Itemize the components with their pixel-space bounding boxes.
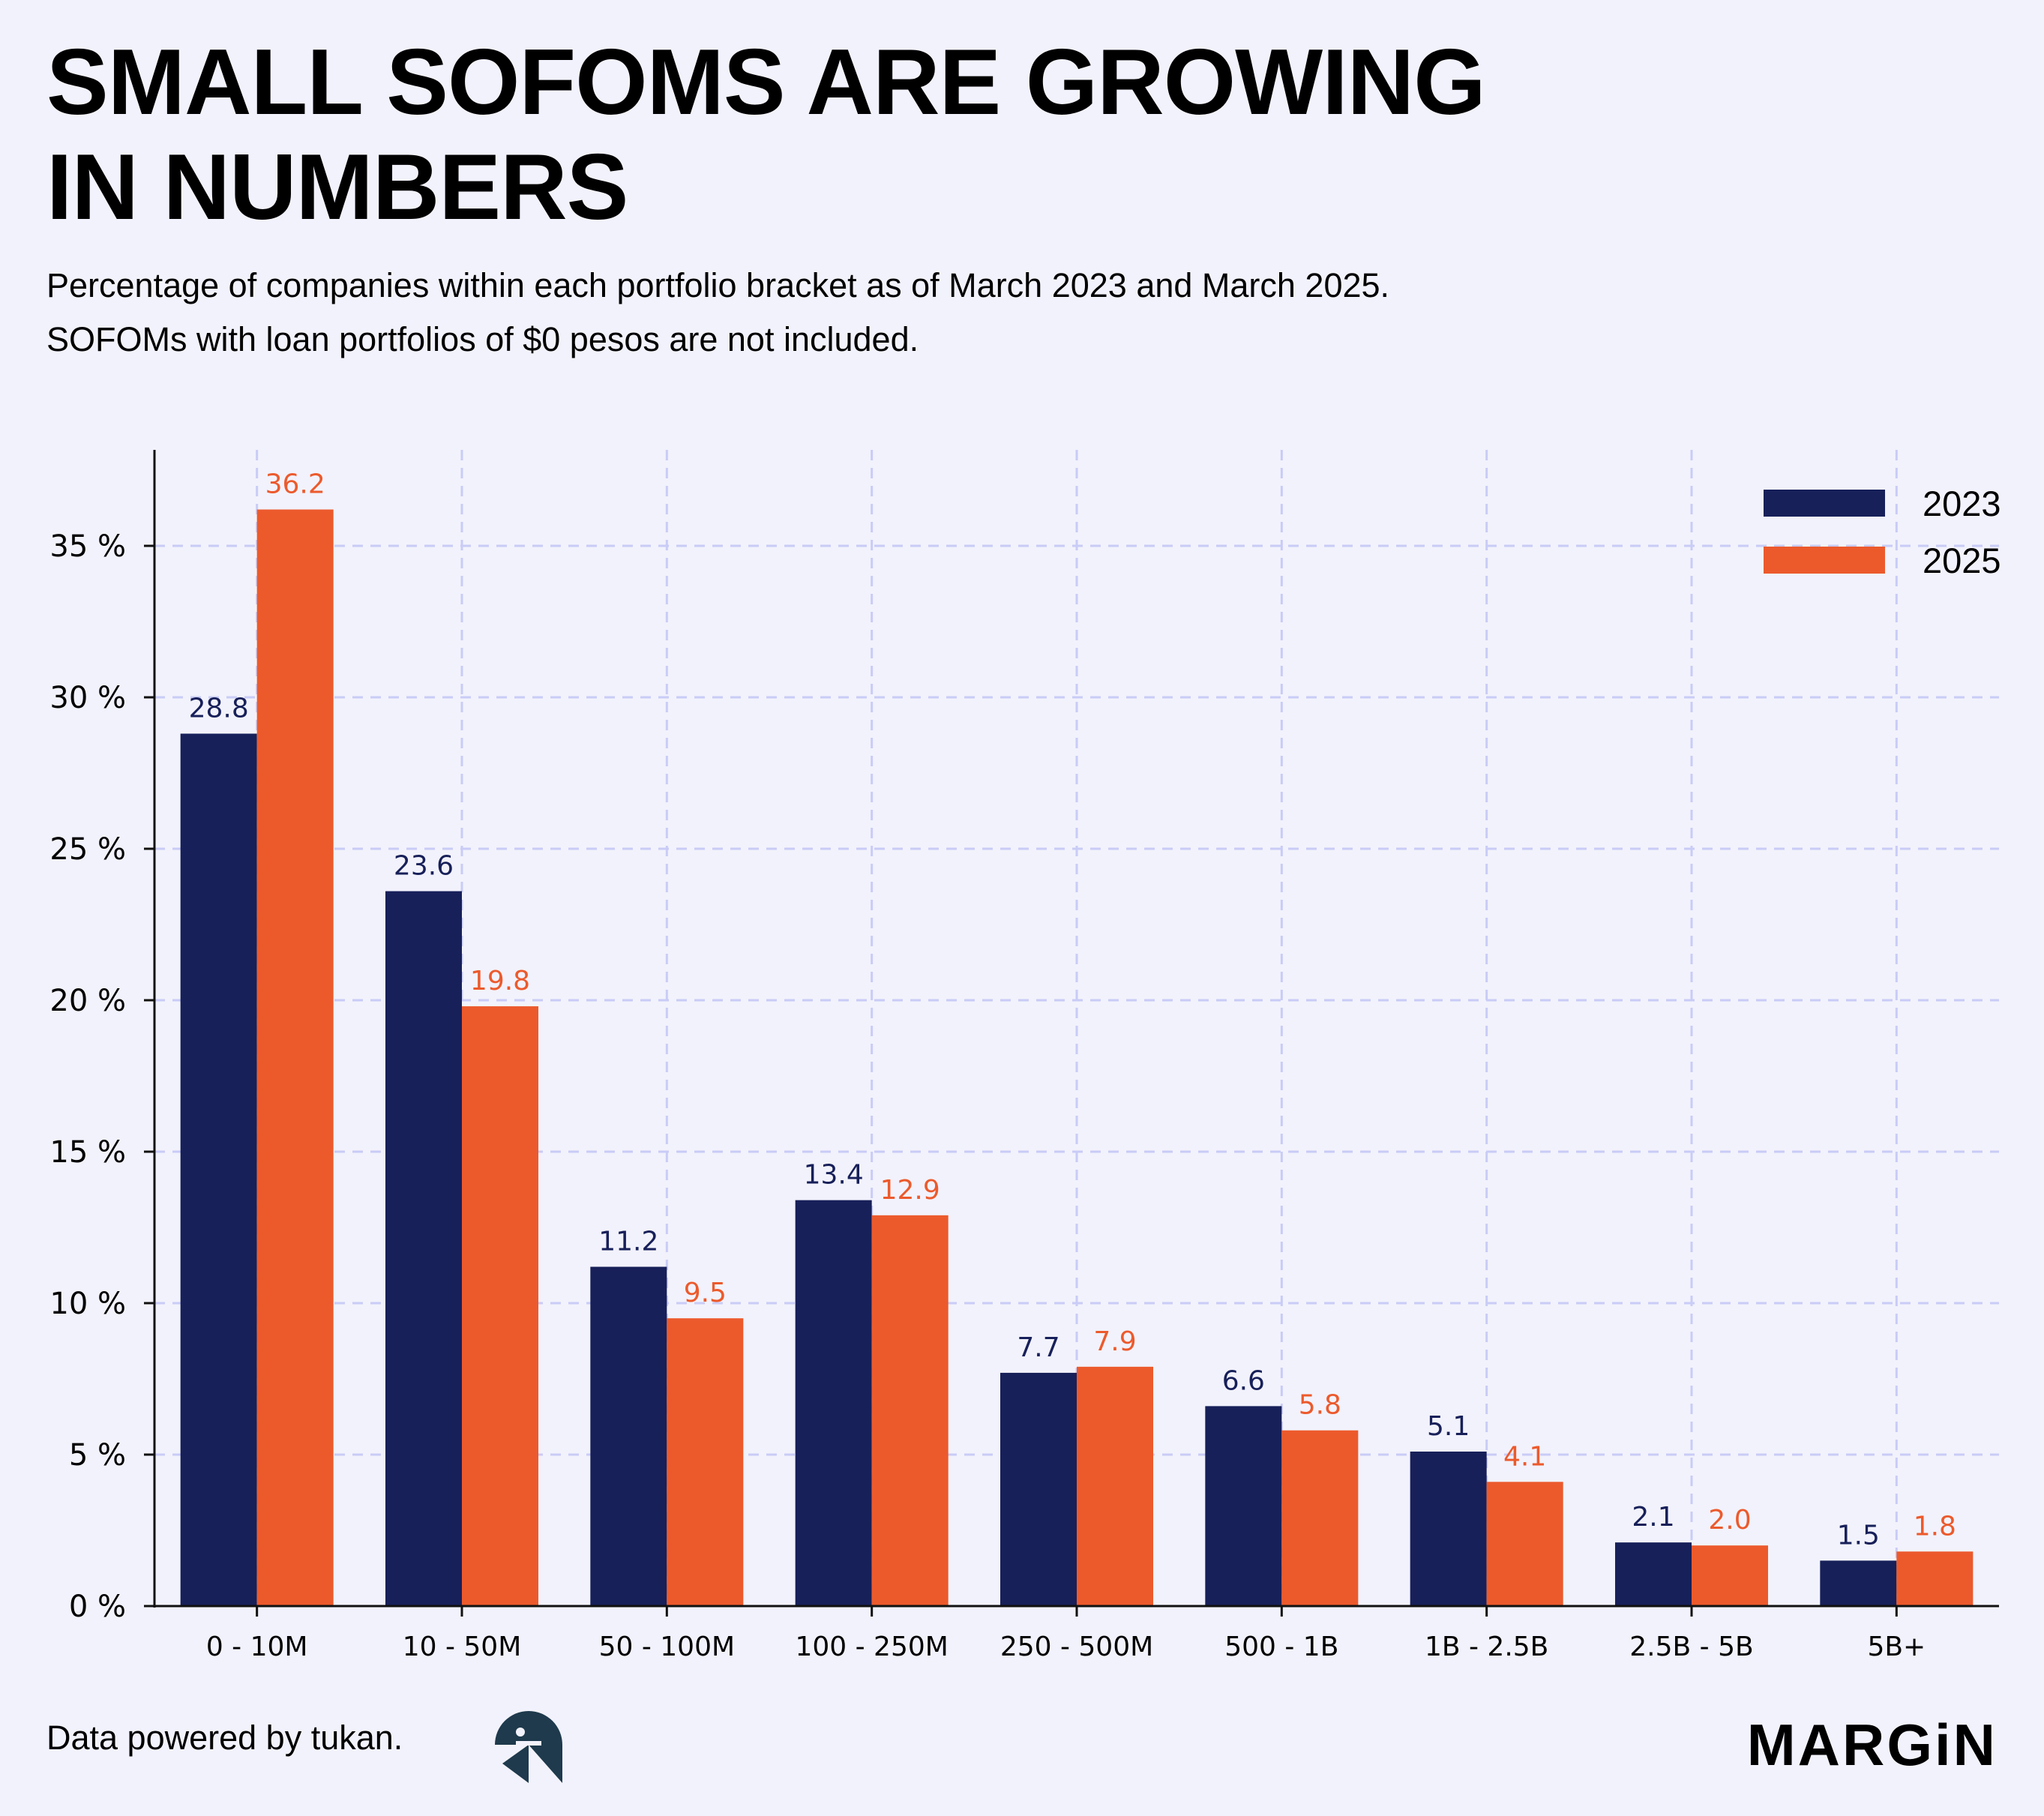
bar-2023	[1410, 1451, 1487, 1606]
bar-2023	[1205, 1406, 1282, 1606]
bar-value-label: 4.1	[1503, 1441, 1546, 1472]
bar-value-label: 5.1	[1427, 1411, 1470, 1442]
bar-2025	[667, 1318, 744, 1606]
bar-value-label: 5.8	[1299, 1390, 1341, 1421]
y-tick-label: 0 %	[69, 1590, 126, 1624]
x-category-label: 0 - 10M	[206, 1632, 308, 1662]
bar-2025	[1486, 1482, 1563, 1606]
x-category-label: 2.5B - 5B	[1629, 1632, 1753, 1662]
bar-value-label: 19.8	[470, 966, 530, 996]
bar-2025	[256, 509, 334, 1606]
bar-value-label: 2.0	[1708, 1505, 1751, 1536]
x-category-label: 5B+	[1867, 1632, 1926, 1662]
bar-value-label: 2.1	[1632, 1502, 1674, 1533]
bar-value-label: 1.8	[1914, 1511, 1956, 1542]
x-category-label: 1B - 2.5B	[1425, 1632, 1548, 1662]
legend-item-2023: 2023	[1764, 480, 2001, 526]
bar-value-label: 6.6	[1222, 1365, 1265, 1396]
title-line-2: IN NUMBERS	[46, 136, 628, 239]
y-tick-label: 10 %	[49, 1287, 126, 1321]
bar-2023	[1615, 1542, 1692, 1606]
legend-swatch-2025	[1764, 547, 1885, 574]
x-category-label: 250 - 500M	[1000, 1632, 1153, 1662]
title-line-1: SMALL SOFOMS ARE GROWING	[46, 31, 1486, 134]
bar-value-label: 23.6	[394, 851, 454, 882]
bar-value-label: 1.5	[1837, 1520, 1880, 1551]
bar-value-label: 13.4	[804, 1160, 864, 1191]
y-tick-label: 35 %	[49, 529, 126, 564]
bar-2025	[462, 1006, 538, 1606]
y-tick-label: 15 %	[49, 1135, 126, 1170]
x-category-label: 50 - 100M	[599, 1632, 735, 1662]
bar-2025	[1281, 1430, 1359, 1606]
chart-subtitle: Percentage of companies within each port…	[46, 259, 1921, 367]
y-tick-label: 20 %	[49, 984, 126, 1018]
bar-value-label: 12.9	[880, 1175, 940, 1206]
bar-2023	[385, 891, 462, 1606]
x-category-label: 10 - 50M	[403, 1632, 522, 1662]
subtitle-line-2: SOFOMs with loan portfolios of $0 pesos …	[46, 320, 919, 358]
x-category-label: 500 - 1B	[1224, 1632, 1338, 1662]
legend: 2023 2025	[1764, 480, 2001, 594]
legend-label-2025: 2025	[1923, 540, 2001, 580]
bar-value-label: 7.7	[1017, 1332, 1059, 1363]
bar-2023	[1820, 1560, 1897, 1606]
bars	[180, 509, 1974, 1606]
chart-title: SMALL SOFOMS ARE GROWING IN NUMBERS	[46, 30, 1621, 240]
legend-swatch-2023	[1764, 490, 1885, 517]
source-credit: Data powered by tukan.	[46, 1719, 403, 1757]
bar-2025	[871, 1215, 949, 1606]
bar-value-label: 7.9	[1093, 1326, 1136, 1357]
bar-value-label: 11.2	[598, 1227, 658, 1257]
legend-item-2025: 2025	[1764, 537, 2001, 583]
axes: 0 % 5 % 10 % 15 % 20 % 25 % 30 % 35 % 0 - 10M 10 …	[49, 450, 1999, 1662]
bar-2023	[590, 1266, 667, 1606]
bar-2025	[1077, 1366, 1153, 1606]
x-category-label: 100 - 250M	[795, 1632, 948, 1662]
bar-2023	[1000, 1372, 1077, 1606]
legend-label-2023: 2023	[1923, 483, 2001, 523]
y-tick-label: 30 %	[49, 681, 126, 715]
tukan-logo-icon	[495, 1711, 562, 1783]
bar-value-labels: 28.8 23.6 11.2 13.4 7.7 6.6 5.1 2.1 1.5 36.2 19.8 9…	[189, 469, 1956, 1551]
bar-2025	[1896, 1551, 1974, 1606]
bar-2025	[1692, 1545, 1768, 1606]
bar-value-label: 28.8	[189, 693, 249, 724]
bar-value-label: 36.2	[265, 469, 325, 500]
subtitle-line-1: Percentage of companies within each port…	[46, 266, 1390, 304]
margin-logo: MARGiN	[1746, 1712, 1998, 1778]
bar-2023	[795, 1200, 872, 1606]
bar-value-label: 9.5	[684, 1278, 727, 1308]
bar-chart: 28.8 23.6 11.2 13.4 7.7 6.6 5.1 2.1 1.5 36.2 19.8 9…	[49, 450, 1999, 1662]
bar-2023	[180, 733, 257, 1606]
y-tick-label: 25 %	[49, 832, 126, 867]
y-tick-label: 5 %	[69, 1438, 126, 1473]
